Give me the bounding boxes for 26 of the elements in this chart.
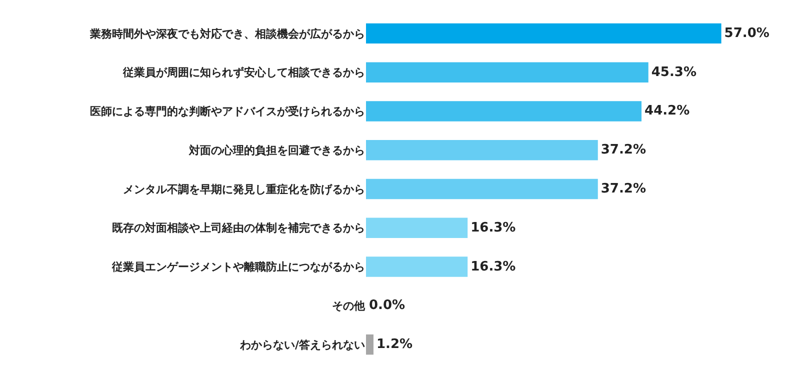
- bar: [366, 178, 598, 200]
- y-tick-label: わからない/答えられない: [238, 338, 365, 352]
- data-label: 16.3%: [470, 259, 516, 274]
- bar: [366, 140, 598, 160]
- y-tick-label: 業務時間外や深夜でも対応でき、相談機会が広がるから: [89, 27, 365, 40]
- y-tick-label: その他: [332, 300, 366, 313]
- y-tick-label: 従業員エンゲージメントや離職防止につながるから: [111, 260, 365, 274]
- bar: [366, 218, 468, 238]
- data-label: 44.2%: [644, 104, 690, 119]
- y-tick-label: 従業員が周囲に知られず安心して相談できるから: [122, 66, 365, 80]
- bar: [366, 62, 648, 82]
- y-tick-label: メンタル不調を早期に発見し重症化を防げるから: [123, 182, 365, 196]
- data-label: 1.2%: [376, 337, 413, 352]
- data-label: 57.0%: [724, 26, 770, 41]
- y-tick-label: 医師による専門的な判断やアドバイスが受けられるから: [90, 105, 365, 118]
- bar: [366, 23, 722, 44]
- bar: [366, 334, 374, 355]
- y-tick-label: 対面の心理的負担を回避できるから: [188, 144, 365, 157]
- data-label: 37.2%: [600, 182, 646, 196]
- data-label: 16.3%: [470, 220, 516, 236]
- bar: [366, 101, 642, 122]
- data-label: 0.0%: [369, 298, 406, 314]
- bar: [366, 256, 468, 277]
- data-label: 45.3%: [651, 64, 696, 80]
- data-label: 37.2%: [600, 142, 646, 158]
- y-tick-label: 既存の対面相談や上司経由の体制を補完できるから: [112, 222, 365, 235]
